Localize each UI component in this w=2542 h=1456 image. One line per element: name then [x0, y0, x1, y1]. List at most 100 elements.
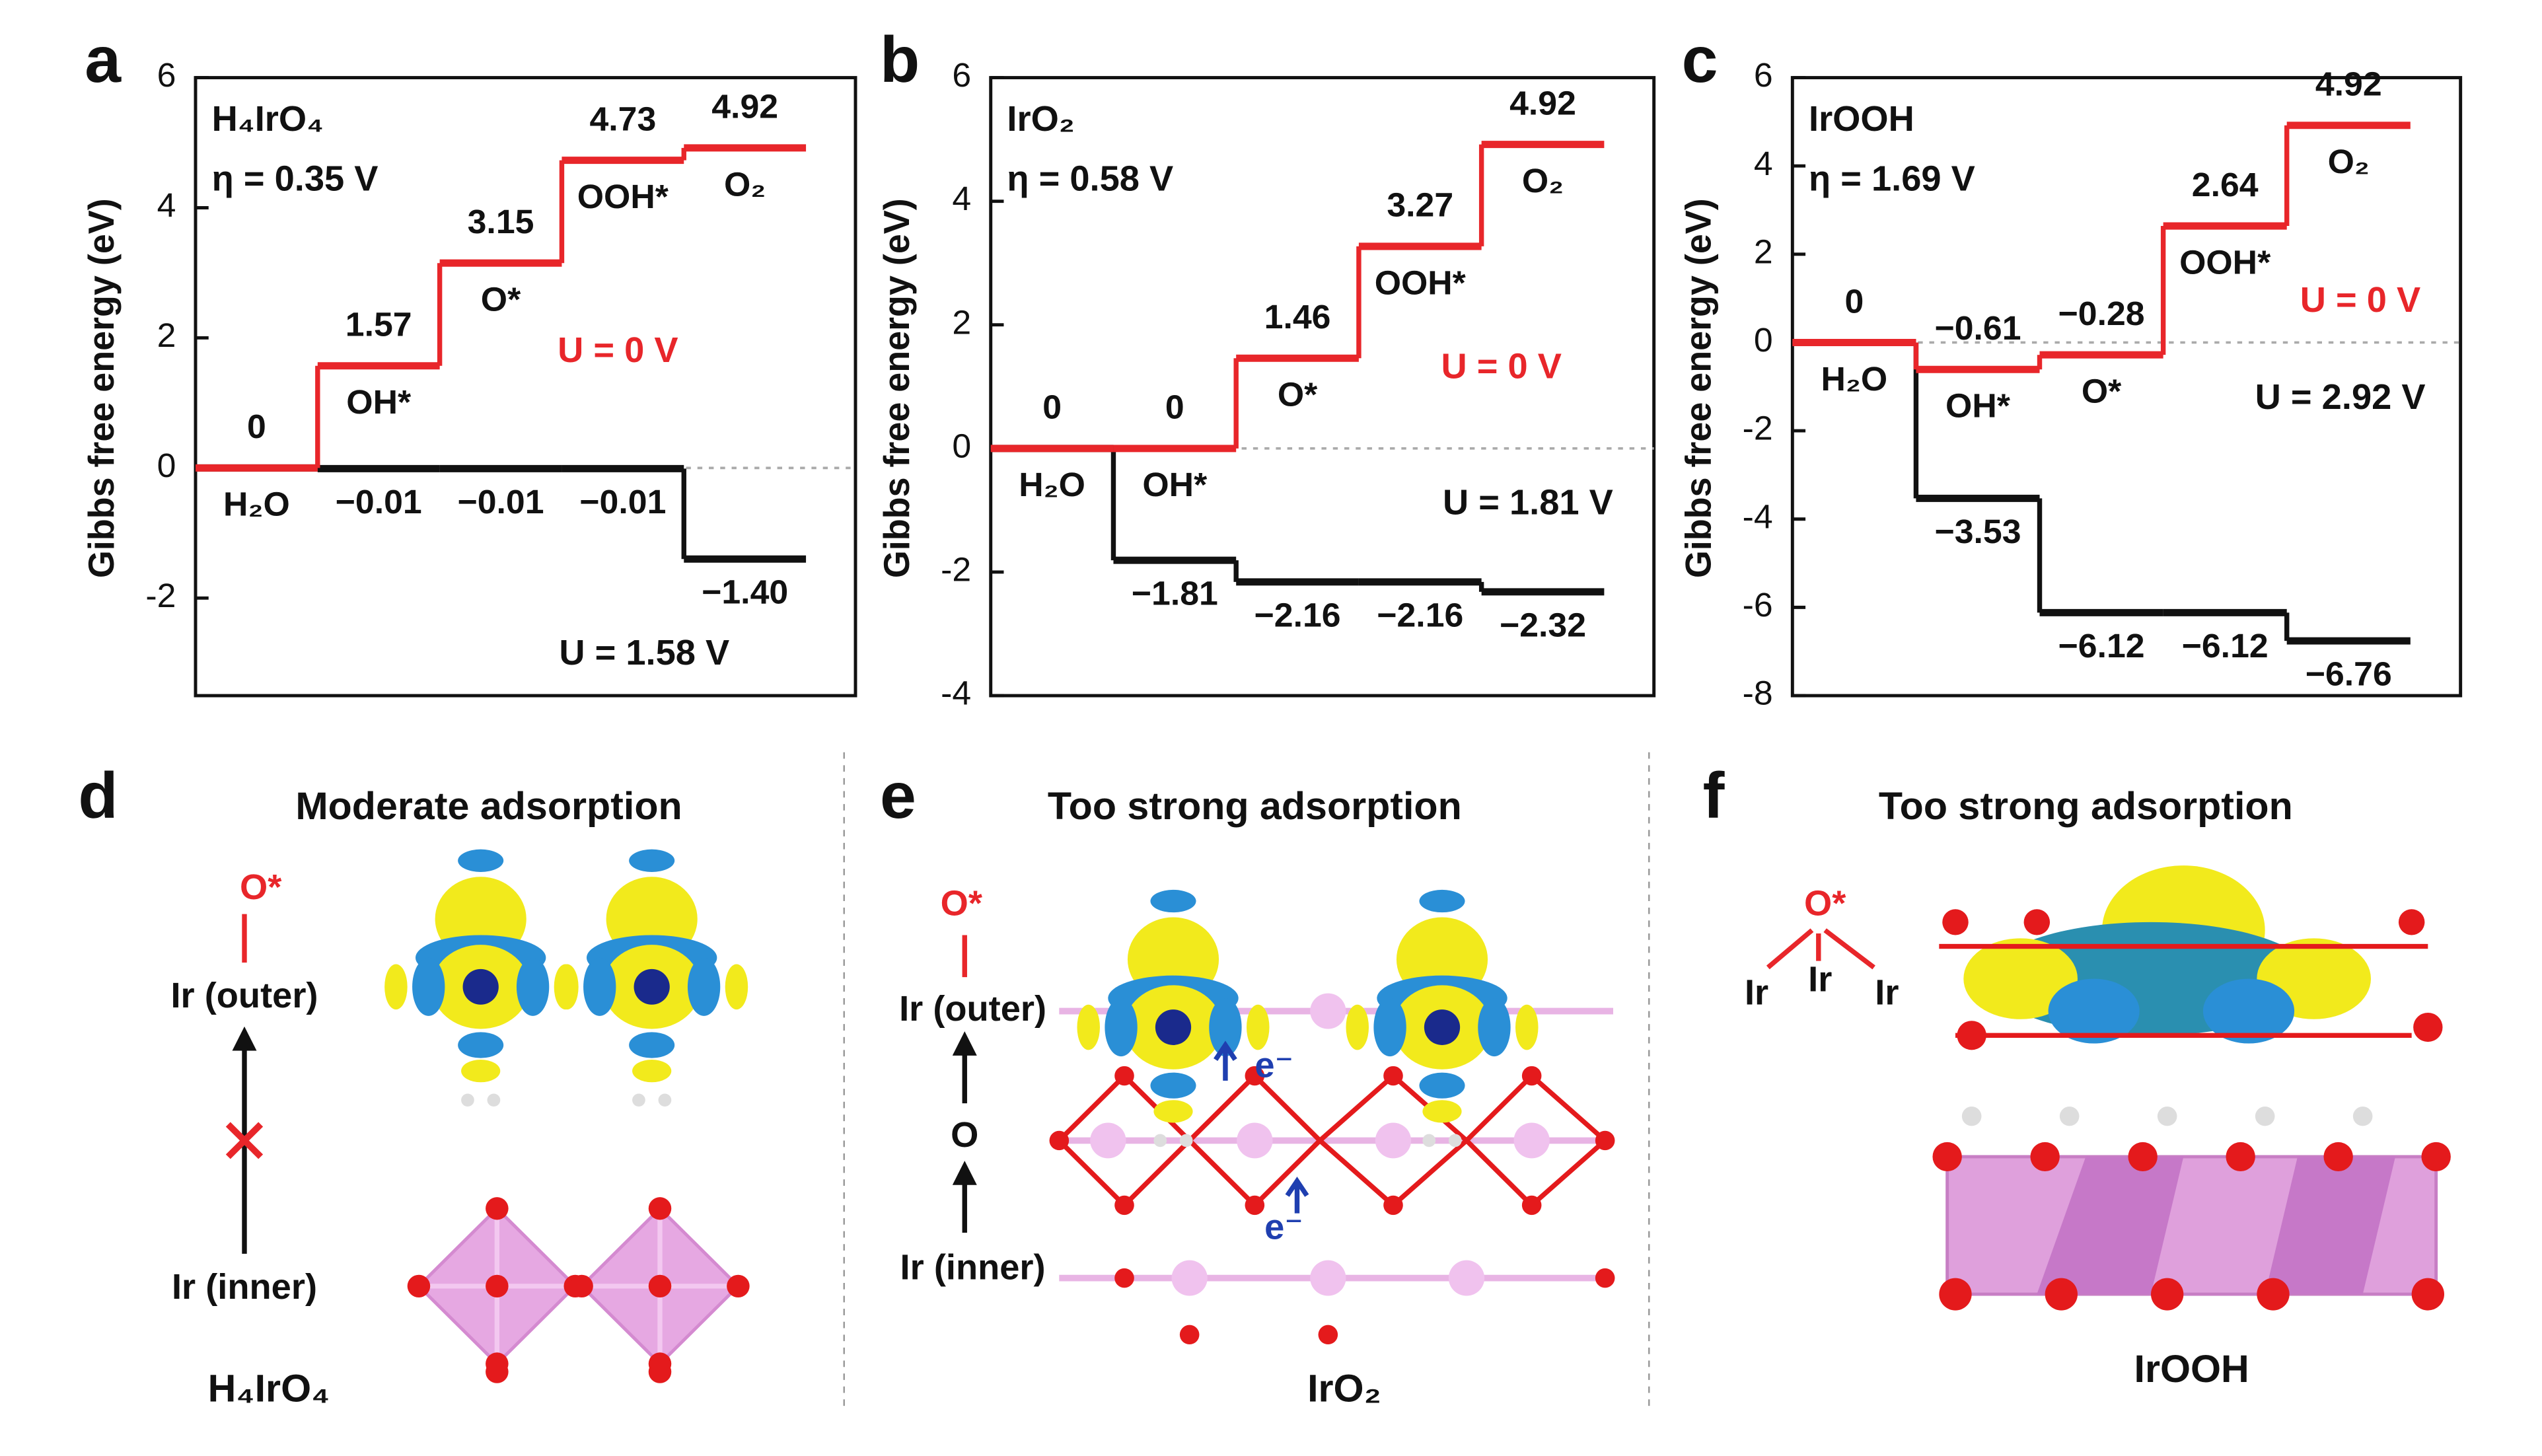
y-tick-label: -4 — [1743, 497, 1773, 536]
charge-density — [556, 849, 748, 1107]
energy-chart: -2 0 2 4 6a Gibbs free energy (eV) H₄IrO₄ η = 0… — [82, 23, 857, 698]
value-label: 3.27 — [1387, 186, 1453, 224]
state-label: O* — [2082, 372, 2122, 410]
plot-frame — [989, 76, 1656, 698]
value-label: 2.64 — [2192, 165, 2259, 203]
bond — [1766, 928, 1875, 970]
value-label: 0 — [1165, 388, 1184, 426]
system-name: IrO₂ — [1007, 99, 1075, 139]
value-label: −0.28 — [2058, 294, 2145, 332]
value-label: −1.40 — [702, 573, 788, 611]
state-label: OOH* — [2179, 243, 2271, 281]
energy-chart: -8 -6 -4 -2 0 2 4 6c Gibbs free energy (eV) IrOOH… — [1679, 23, 2463, 712]
system-name: H₄IrO₄ — [212, 99, 324, 139]
charge-density — [384, 849, 577, 1107]
state-label: O₂ — [1522, 161, 1564, 200]
y-tick-label: 6 — [157, 55, 176, 94]
state-label: O* — [1278, 375, 1318, 414]
site-label: Ir — [1745, 972, 1768, 1012]
site-label: Ir (outer) — [170, 976, 318, 1015]
y-tick-label: -4 — [941, 674, 971, 712]
electron-arrow — [1214, 1040, 1237, 1081]
panel-letter: e — [880, 759, 916, 832]
value-label: −0.61 — [1934, 309, 2021, 347]
state-label: H₂O — [1019, 465, 1085, 503]
atom — [648, 1360, 672, 1383]
value-label: −0.01 — [458, 482, 544, 521]
y-tick-label: 2 — [952, 303, 971, 341]
panel-title: Too strong adsorption — [1048, 785, 1462, 828]
value-label: 4.92 — [1509, 84, 1576, 122]
value-label: −2.16 — [1254, 596, 1341, 634]
site-label: Ir — [1875, 972, 1899, 1012]
plot-frame — [1790, 76, 2463, 698]
y-tick-label: 4 — [952, 179, 971, 217]
surface-density — [1939, 865, 2443, 1050]
value-label: −2.16 — [1377, 596, 1463, 634]
y-axis-title: Gibbs free energy (eV) — [877, 198, 917, 578]
value-label: 4.92 — [2315, 65, 2382, 103]
panel-letter: f — [1703, 759, 1725, 832]
y-tick-label: 2 — [157, 316, 176, 354]
site-label: O — [951, 1115, 978, 1155]
y-tick-label: -8 — [1743, 674, 1773, 712]
y-tick-label: 4 — [157, 186, 176, 224]
panel-title: Moderate adsorption — [295, 785, 682, 828]
series-label: U = 1.81 V — [1443, 482, 1613, 522]
state-label: OOH* — [577, 177, 669, 215]
state-label: H₂O — [223, 485, 290, 523]
charge-density — [1346, 889, 1539, 1147]
overpotential: η = 1.69 V — [1809, 159, 1975, 199]
series-label: U = 0 V — [2300, 280, 2420, 320]
atoms — [1049, 993, 1615, 1345]
value-label: −2.32 — [1500, 605, 1586, 643]
panel-d: d Moderate adsorption O* Ir (outer) Ir (… — [78, 759, 749, 1410]
panel-title: Too strong adsorption — [1879, 785, 2293, 828]
value-label: 0 — [1042, 388, 1062, 426]
panel-e: e Too strong adsorption O* Ir (outer) O … — [880, 759, 1615, 1410]
adsorbate-label: O* — [941, 884, 982, 924]
blocked-mark — [225, 1122, 264, 1159]
site-label: Ir — [1808, 960, 1832, 1000]
state-label: O₂ — [2328, 142, 2370, 180]
state-label: OOH* — [1375, 263, 1467, 301]
value-label: 4.92 — [711, 87, 778, 126]
formula: H₄IrO₄ — [208, 1367, 330, 1410]
value-label: −3.53 — [1934, 512, 2021, 550]
y-axis-title: Gibbs free energy (eV) — [1679, 198, 1718, 578]
value-label: −6.12 — [2182, 626, 2269, 665]
electron-label: e⁻ — [1264, 1208, 1303, 1247]
panel-letter: c — [1682, 23, 1718, 96]
state-label: H₂O — [1821, 359, 1888, 398]
plot-frame — [194, 76, 857, 698]
y-tick-label: -2 — [1743, 409, 1773, 447]
series-label: U = 0 V — [558, 330, 678, 370]
y-tick-label: 6 — [1754, 55, 1773, 94]
state-label: O₂ — [724, 164, 766, 203]
electron-arrow — [1285, 1177, 1309, 1214]
y-tick-label: 6 — [952, 55, 971, 94]
value-label: −0.01 — [336, 482, 422, 521]
site-label: Ir (inner) — [900, 1248, 1046, 1288]
state-label: OH* — [346, 382, 412, 421]
y-tick-label: 0 — [952, 427, 971, 465]
octahedron — [408, 1197, 587, 1375]
value-label: −1.81 — [1132, 574, 1218, 612]
y-tick-label: 0 — [1754, 320, 1773, 359]
y-tick-label: -6 — [1743, 585, 1773, 624]
panel-f: f Too strong adsorption O* Ir Ir Ir IrOO… — [1703, 759, 2451, 1391]
value-label: 4.73 — [589, 100, 656, 138]
state-label: OH* — [1945, 386, 2011, 425]
adsorbate-label: O* — [240, 867, 281, 907]
adsorbate-label: O* — [1804, 884, 1846, 924]
value-label: −6.76 — [2306, 655, 2392, 693]
site-label: Ir (outer) — [899, 989, 1046, 1029]
value-label: 0 — [1844, 281, 1864, 320]
electron-label: e⁻ — [1254, 1046, 1293, 1085]
bulk-layer — [1932, 1107, 2451, 1311]
value-label: 0 — [247, 407, 266, 445]
state-label: OH* — [1142, 465, 1208, 503]
series-label: U = 2.92 V — [2255, 377, 2426, 417]
y-tick-label: 0 — [157, 446, 176, 484]
